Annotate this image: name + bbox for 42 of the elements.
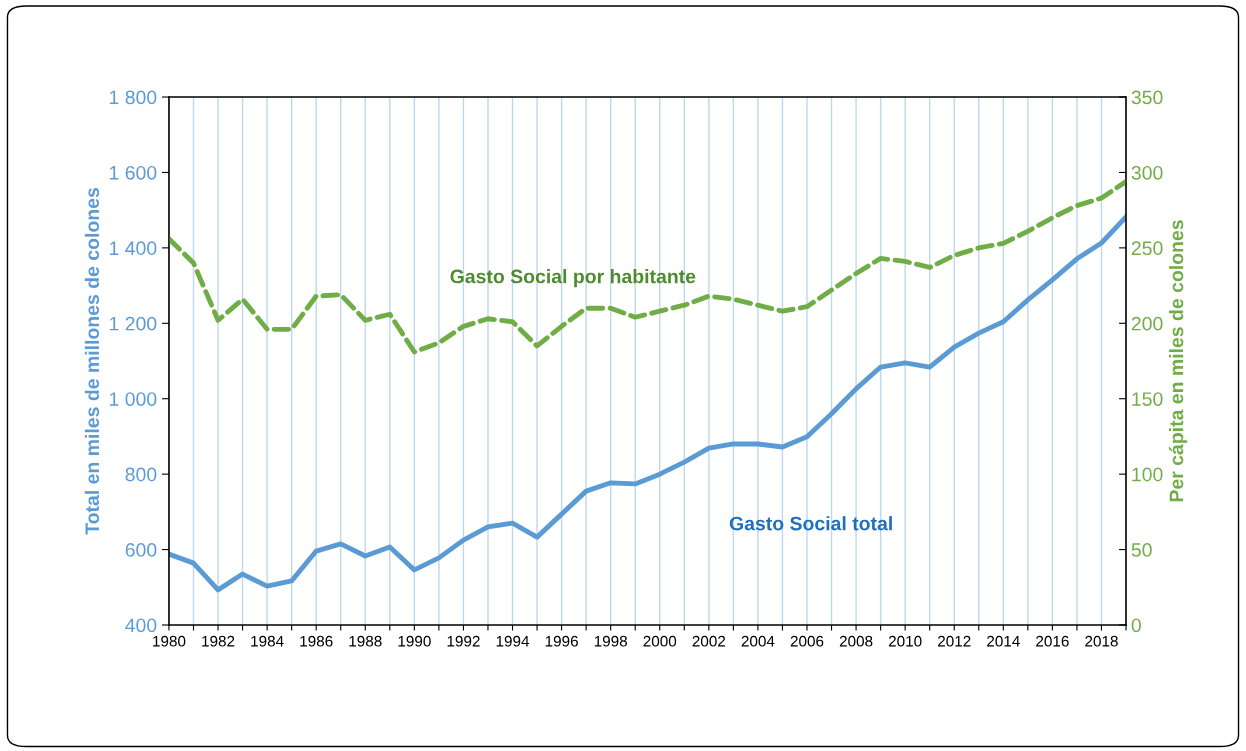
x-tick-label: 2004 — [741, 635, 775, 647]
x-tick-label: 1992 — [447, 635, 480, 647]
y-axis-title: Total en miles de millones de colones — [84, 188, 100, 535]
x-tick-label: 1998 — [594, 635, 628, 647]
y-tick-label: 600 — [125, 543, 157, 557]
y2-tick-label: 100 — [1132, 467, 1163, 482]
y2-tick-label: 150 — [1132, 392, 1163, 406]
y-tick-label: 1 800 — [109, 90, 157, 105]
x-tick-label: 2006 — [790, 635, 824, 647]
y-tick-label: 1 400 — [109, 241, 157, 256]
x-tick-label: 2012 — [938, 635, 971, 647]
x-tick-label: 1986 — [300, 635, 333, 647]
x-tick-label: 2018 — [1085, 635, 1118, 647]
y-tick-label: 1 200 — [109, 316, 157, 331]
y2-tick-label: 0 — [1131, 618, 1141, 633]
x-tick-label: 1988 — [349, 635, 382, 647]
x-tick-label: 1980 — [153, 635, 186, 647]
x-tick-label: 2000 — [643, 635, 677, 647]
x-tick-label: 2008 — [839, 635, 873, 647]
y-tick-label: 800 — [125, 467, 157, 482]
y2-tick-label: 200 — [1131, 316, 1163, 331]
y2-tick-label: 50 — [1131, 543, 1152, 557]
line-series — [168, 179, 1127, 355]
y2-tick-label: 350 — [1131, 90, 1163, 105]
y-tick-label: 1 000 — [109, 392, 157, 406]
x-tick-label: 1996 — [545, 635, 578, 647]
y2-tick-label: 300 — [1131, 165, 1163, 180]
y-tick-label: 400 — [125, 618, 157, 633]
y2-axis-title: Per cápita en miles de colones — [1168, 220, 1188, 502]
annotation: Gasto Social por habitante — [450, 269, 696, 288]
x-tick-label: 1994 — [496, 635, 530, 647]
x-tick-label: 2014 — [987, 635, 1020, 647]
x-tick-label: 2002 — [692, 635, 726, 647]
x-tick-label: 2010 — [888, 635, 922, 647]
x-tick-label: 1990 — [398, 635, 431, 647]
annotation: Gasto Social total — [729, 516, 892, 531]
y-tick-label: 1 600 — [109, 165, 157, 180]
x-tick-label: 2016 — [1036, 635, 1069, 647]
x-tick-label: 1984 — [251, 635, 284, 647]
x-tick-label: 1982 — [202, 635, 235, 647]
line-series — [168, 214, 1127, 593]
y2-tick-label: 250 — [1131, 241, 1163, 256]
